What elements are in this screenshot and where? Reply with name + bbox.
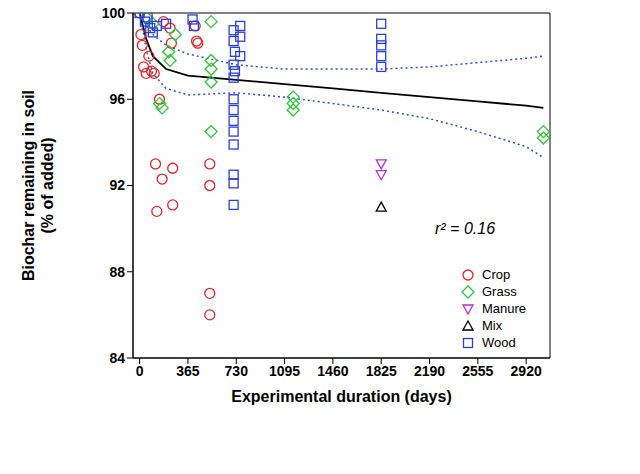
- svg-text:100: 100: [102, 8, 126, 21]
- svg-text:730: 730: [225, 363, 249, 379]
- html-text:Grass: Grass: [482, 284, 517, 299]
- svg-text:1460: 1460: [317, 363, 348, 379]
- svg-text:84: 84: [109, 350, 125, 366]
- html-text:Wood: Wood: [482, 335, 516, 350]
- svg-text:365: 365: [176, 363, 200, 379]
- svg-text:1825: 1825: [366, 363, 397, 379]
- svg-text:Experimental duration (days): Experimental duration (days): [231, 388, 452, 405]
- svg-text:88: 88: [109, 264, 125, 280]
- svg-text:92: 92: [109, 177, 125, 193]
- html-text:Mix: Mix: [482, 318, 503, 333]
- svg-text:2555: 2555: [462, 363, 493, 379]
- svg-text:96: 96: [109, 91, 125, 107]
- svg-text:2920: 2920: [511, 363, 542, 379]
- html-text:r² = 0.16: r² = 0.16: [435, 220, 495, 237]
- svg-text:Biochar remaining in soil(% of: Biochar remaining in soil(% of added): [20, 90, 56, 281]
- html-text:Crop: Crop: [482, 267, 511, 282]
- svg-text:0: 0: [136, 363, 144, 379]
- svg-text:1095: 1095: [269, 363, 300, 379]
- svg-text:2190: 2190: [414, 363, 445, 379]
- html-text:Manure: Manure: [482, 301, 527, 316]
